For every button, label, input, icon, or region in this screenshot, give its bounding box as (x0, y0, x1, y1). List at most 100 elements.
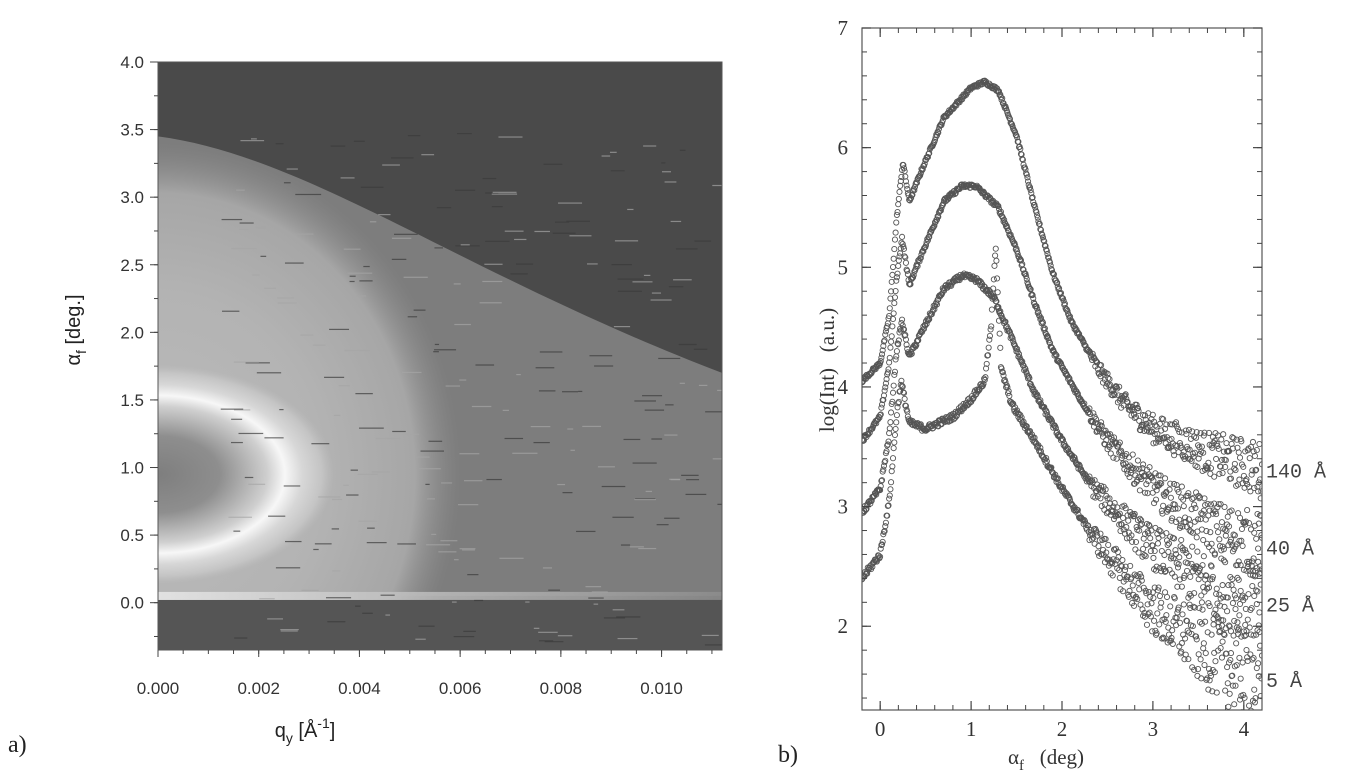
noise-streak (717, 503, 722, 505)
noise-streak (440, 540, 458, 542)
noise-streak (366, 542, 387, 544)
series-label: 40 Å (1266, 538, 1314, 561)
data-point (1217, 463, 1224, 470)
data-point (1130, 465, 1137, 472)
data-point (1110, 503, 1117, 510)
data-point (1207, 501, 1214, 508)
data-point (911, 268, 918, 275)
noise-streak (421, 154, 435, 156)
data-point (1243, 627, 1250, 635)
noise-streak (712, 184, 722, 187)
data-point (1113, 510, 1120, 517)
data-point (1204, 500, 1211, 507)
data-point (1176, 619, 1183, 626)
data-point (1116, 510, 1123, 517)
noise-streak (344, 349, 371, 352)
data-point (1153, 423, 1160, 430)
data-point (893, 219, 900, 226)
data-point (1242, 521, 1249, 528)
data-point (1037, 444, 1044, 451)
data-point (1247, 606, 1254, 613)
data-point (887, 295, 894, 302)
data-point (1250, 632, 1257, 639)
noise-streak (558, 202, 583, 204)
data-point (1247, 651, 1254, 658)
data-point (1028, 194, 1036, 202)
data-point (1236, 612, 1243, 619)
data-point (1198, 675, 1205, 682)
data-point (900, 389, 908, 397)
data-point (886, 305, 893, 312)
data-point (1094, 532, 1101, 539)
noise-streak (462, 549, 475, 551)
data-point (895, 337, 902, 344)
noise-streak (312, 344, 326, 346)
panel-a: 0.000 0.002 0.004 0.006 0.008 0.010 0.0 0.5 1.0… (8, 53, 723, 758)
noise-streak (651, 438, 663, 440)
data-point (1151, 547, 1158, 555)
data-point (879, 538, 886, 545)
noise-streak (245, 362, 270, 364)
data-point (886, 425, 893, 432)
data-point (1192, 504, 1199, 512)
data-point (1101, 441, 1109, 448)
data-point (1054, 283, 1061, 290)
heatmap-x-axis-label: qy [Å-1] (275, 715, 336, 746)
x-tick-label: 0.002 (237, 679, 280, 698)
noise-streak (453, 283, 461, 285)
data-point (1148, 600, 1155, 607)
y-tick-label: 2.0 (120, 323, 144, 342)
data-point (1218, 456, 1225, 464)
data-point (1201, 495, 1208, 502)
data-point (890, 382, 897, 389)
data-point (990, 285, 997, 292)
noise-streak (665, 404, 674, 406)
series-label: 25 Å (1266, 596, 1314, 619)
data-point (899, 233, 906, 240)
noise-streak (239, 228, 249, 230)
data-point (1229, 445, 1236, 452)
data-point (1052, 351, 1059, 358)
data-point (997, 344, 1004, 351)
data-point (1082, 342, 1089, 349)
data-point (1156, 621, 1163, 628)
data-point (1136, 487, 1143, 494)
data-point (1222, 463, 1229, 471)
data-point (1242, 621, 1249, 629)
noise-streak (616, 616, 641, 618)
data-point (1167, 480, 1174, 487)
data-point (1187, 573, 1194, 580)
data-point (1230, 531, 1237, 538)
data-point (1222, 526, 1229, 533)
data-point (1041, 325, 1048, 332)
series-label: 140 Å (1266, 462, 1326, 485)
data-point (982, 374, 989, 381)
data-point (1102, 536, 1109, 543)
data-point (1225, 448, 1233, 455)
data-point (1194, 666, 1202, 673)
noise-streak (634, 498, 656, 501)
data-point (1141, 489, 1149, 496)
noise-streak (434, 349, 457, 351)
noise-streak (544, 641, 564, 643)
noise-streak (394, 233, 418, 235)
data-point (882, 519, 889, 526)
data-point (1220, 431, 1227, 438)
data-point (901, 332, 908, 339)
x-tick-label: 1 (966, 717, 977, 741)
data-point (1173, 551, 1180, 558)
noise-streak (612, 516, 634, 518)
data-point (1235, 558, 1242, 565)
data-point (1257, 693, 1262, 700)
data-point (1158, 635, 1165, 642)
noise-streak (712, 458, 722, 460)
noise-streak (658, 357, 681, 360)
data-point (1001, 216, 1008, 223)
data-point (1180, 503, 1187, 510)
data-point (994, 289, 1001, 296)
data-point (1196, 605, 1203, 612)
data-point (1103, 380, 1110, 387)
data-point (1200, 645, 1207, 652)
data-point (880, 338, 888, 345)
data-point (1253, 535, 1260, 542)
